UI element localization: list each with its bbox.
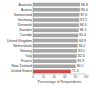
bar: [33, 64, 76, 68]
category-label: Netherlands: [13, 44, 32, 48]
x-axis-label: Percentage of Respondents: [38, 80, 82, 84]
category-label: Switzerland: [14, 13, 32, 17]
bar: [33, 49, 77, 53]
chart-container: Australia 88.8 Austria 88.4 Switzerland 87.6 G…: [0, 0, 100, 88]
category-label: Denmark: [18, 23, 32, 27]
bar: [33, 34, 78, 38]
data-label: 83.5: [78, 49, 85, 53]
category-label: Canada: [20, 33, 32, 37]
bar: [33, 54, 77, 58]
category-label: Sweden: [19, 28, 32, 32]
bar: [33, 39, 78, 43]
data-label: 82.6: [78, 54, 85, 58]
data-label: 84.9: [79, 39, 86, 43]
category-label: Austria: [21, 8, 32, 12]
data-label: 85.4: [79, 33, 86, 37]
chart: Australia 88.8 Austria 88.4 Switzerland 87.6 G…: [0, 0, 100, 88]
data-label: 86.1: [80, 28, 87, 32]
labels: Australia 88.8 Austria 88.4 Switzerland 87.6 G…: [7, 3, 88, 74]
data-label: 87.6: [80, 13, 87, 17]
bar: [33, 13, 79, 17]
bars: [33, 3, 80, 73]
data-label: 81.9: [77, 59, 84, 63]
bar: [33, 44, 78, 48]
category-label: New Zealand: [11, 64, 32, 68]
category-label: Italy: [26, 54, 33, 58]
bar: [33, 18, 79, 22]
category-label: United States: [11, 69, 32, 73]
x-tick-label: 20: [42, 75, 46, 79]
data-label: 88.8: [81, 3, 88, 7]
data-label: 87.2: [80, 18, 87, 22]
data-label: 84.2: [79, 44, 86, 48]
data-label: 86.5: [80, 23, 87, 27]
bar: [33, 23, 79, 27]
bar: [33, 70, 71, 74]
category-label: United Kingdom: [7, 39, 32, 43]
x-tick-label: 0: [32, 75, 34, 79]
category-label: Australia: [18, 3, 32, 7]
y-axis: [33, 2, 34, 74]
bar: [33, 28, 79, 32]
category-label: Norway: [20, 49, 32, 53]
x-tick-label: 100: [83, 75, 88, 79]
bar: [33, 3, 80, 7]
x-tick-label: 80: [74, 75, 78, 79]
x-tick-label: 60: [63, 75, 67, 79]
bar: [33, 8, 80, 12]
data-label: 88.4: [81, 8, 88, 12]
category-label: France: [21, 59, 32, 63]
x-tick-label: 40: [53, 75, 57, 79]
bar: [33, 59, 76, 63]
category-label: Germany: [18, 18, 33, 22]
data-label: 71.3: [72, 69, 79, 73]
data-label: 80.5: [77, 64, 84, 68]
